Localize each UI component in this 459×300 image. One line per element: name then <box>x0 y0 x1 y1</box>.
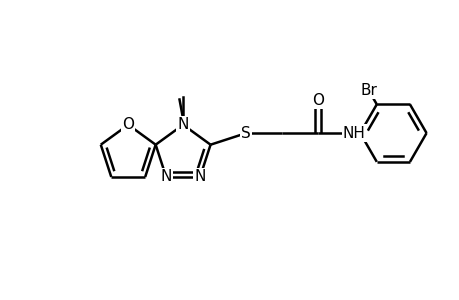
Text: N: N <box>160 169 172 184</box>
Text: NH: NH <box>342 126 365 141</box>
Text: N: N <box>194 169 205 184</box>
Text: O: O <box>122 117 134 132</box>
Text: O: O <box>312 93 324 108</box>
Text: S: S <box>241 126 251 141</box>
Text: Br: Br <box>360 83 376 98</box>
Text: N: N <box>177 117 188 132</box>
